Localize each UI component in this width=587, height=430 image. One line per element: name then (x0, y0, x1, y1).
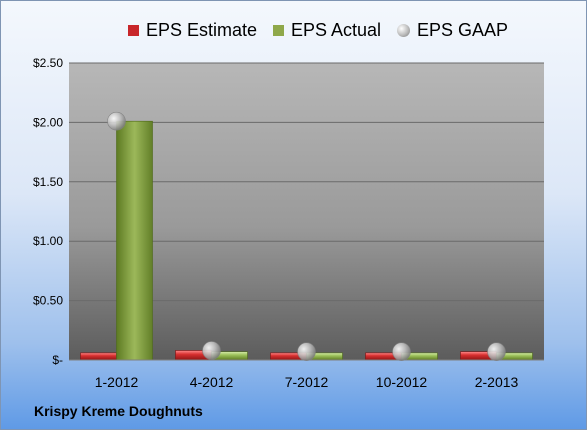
legend-swatch-eps-estimate (128, 24, 139, 36)
x-tick-label: 10-2012 (376, 374, 428, 390)
legend-label-eps-actual: EPS Actual (291, 19, 382, 40)
marker-eps-gaap (202, 341, 221, 360)
bar-eps-estimate (80, 352, 117, 361)
y-tick-label: $2.50 (33, 56, 63, 70)
legend-swatch-eps-gaap (397, 23, 410, 37)
y-tick-label: $- (52, 353, 63, 367)
y-tick-label: $1.50 (33, 175, 63, 189)
legend-swatch-eps-actual (273, 24, 284, 36)
legend-item-eps-actual: EPS Actual (273, 17, 381, 43)
gaap-markers (107, 111, 506, 361)
legend-item-eps-estimate: EPS Estimate (128, 17, 257, 43)
legend: EPS Estimate EPS Actual EPS GAAP (1, 17, 586, 43)
legend-item-eps-gaap: EPS GAAP (397, 17, 508, 43)
legend-label-eps-gaap: EPS GAAP (417, 19, 509, 40)
marker-eps-gaap (297, 342, 316, 361)
legend-label-eps-estimate: EPS Estimate (146, 19, 258, 40)
y-axis-ticks: $- $0.50 $1.00 $1.50 $2.00 $2.50 (33, 56, 63, 367)
y-tick-label: $2.00 (33, 115, 63, 129)
x-axis-ticks: 1-2012 4-2012 7-2012 10-2012 2-2013 (95, 374, 519, 390)
x-tick-label: 4-2012 (190, 374, 234, 390)
bar-eps-actual (116, 120, 153, 361)
y-tick-label: $1.00 (33, 234, 63, 248)
x-tick-label: 2-2013 (475, 374, 519, 390)
marker-eps-gaap (487, 342, 506, 361)
y-tick-label: $0.50 (33, 294, 63, 308)
x-tick-label: 7-2012 (285, 374, 329, 390)
marker-eps-gaap (392, 342, 411, 361)
company-caption: Krispy Kreme Doughnuts (34, 403, 203, 419)
marker-eps-gaap (107, 111, 126, 131)
x-tick-label: 1-2012 (95, 374, 139, 390)
